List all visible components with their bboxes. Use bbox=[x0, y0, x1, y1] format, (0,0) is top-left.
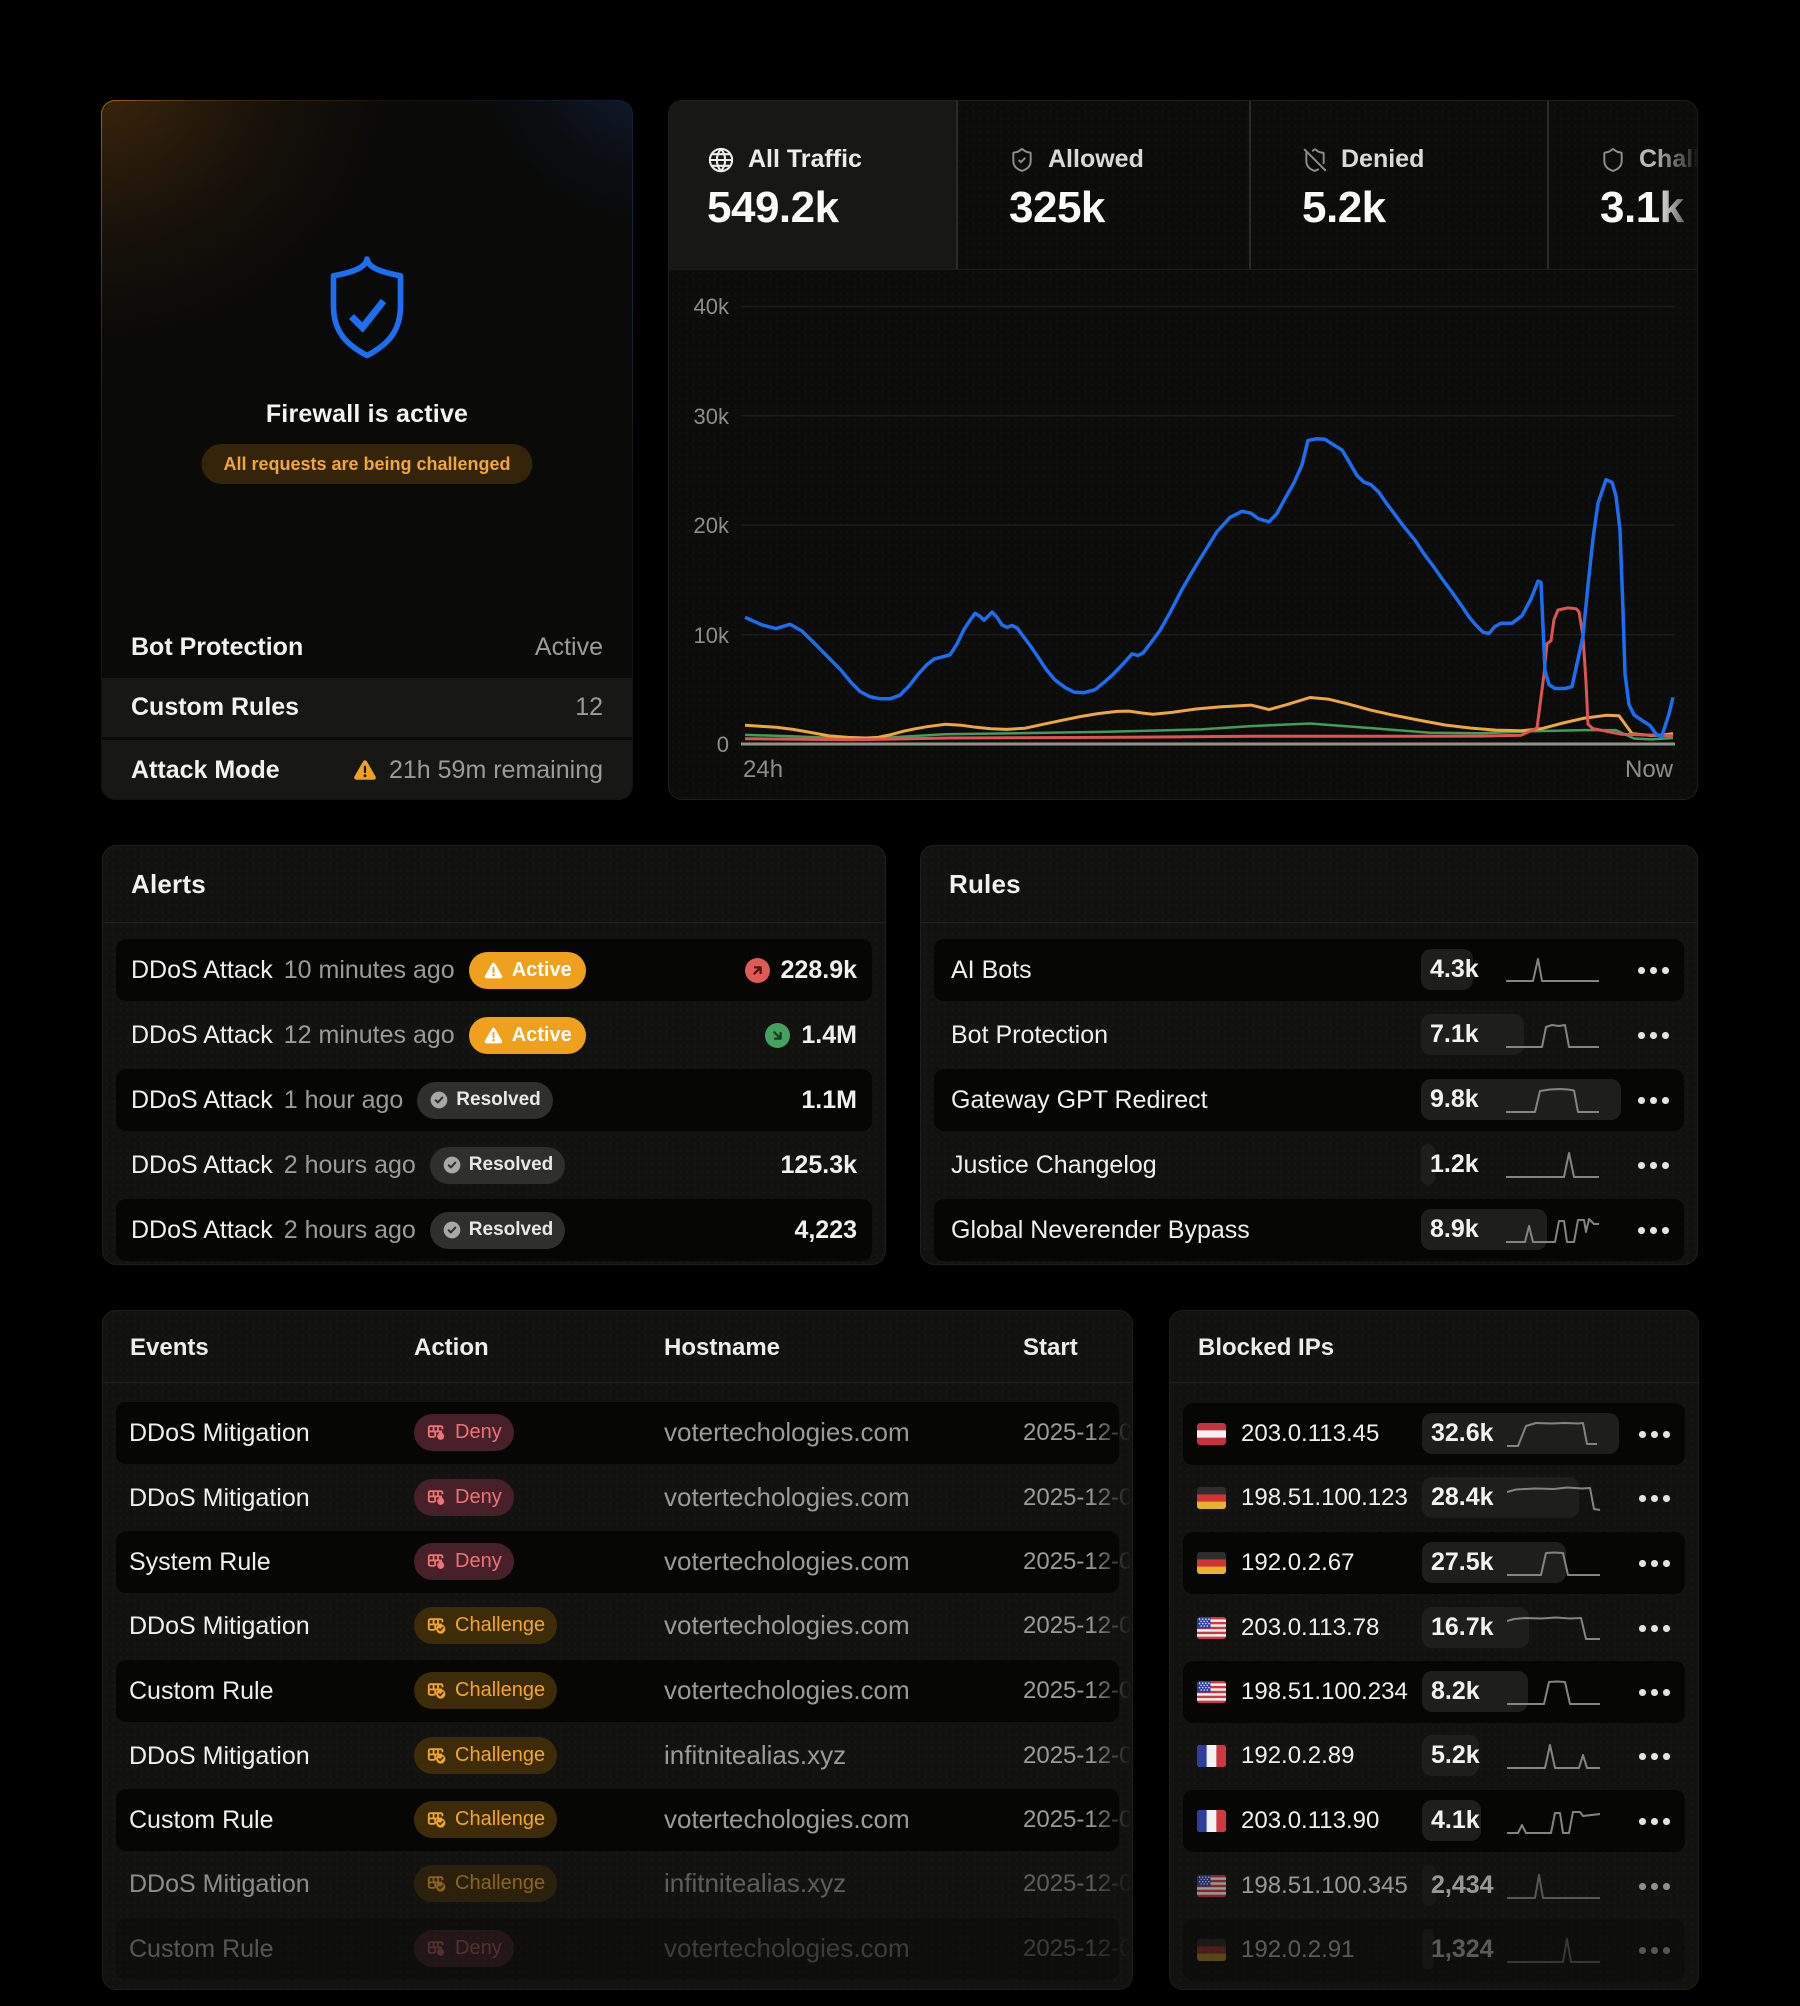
svg-text:24h: 24h bbox=[743, 756, 783, 783]
svg-text:0: 0 bbox=[717, 732, 729, 757]
svg-text:10k: 10k bbox=[694, 623, 730, 648]
svg-text:Now: Now bbox=[1625, 756, 1674, 783]
svg-text:20k: 20k bbox=[694, 513, 730, 538]
svg-text:30k: 30k bbox=[694, 404, 730, 429]
svg-text:40k: 40k bbox=[694, 294, 730, 319]
